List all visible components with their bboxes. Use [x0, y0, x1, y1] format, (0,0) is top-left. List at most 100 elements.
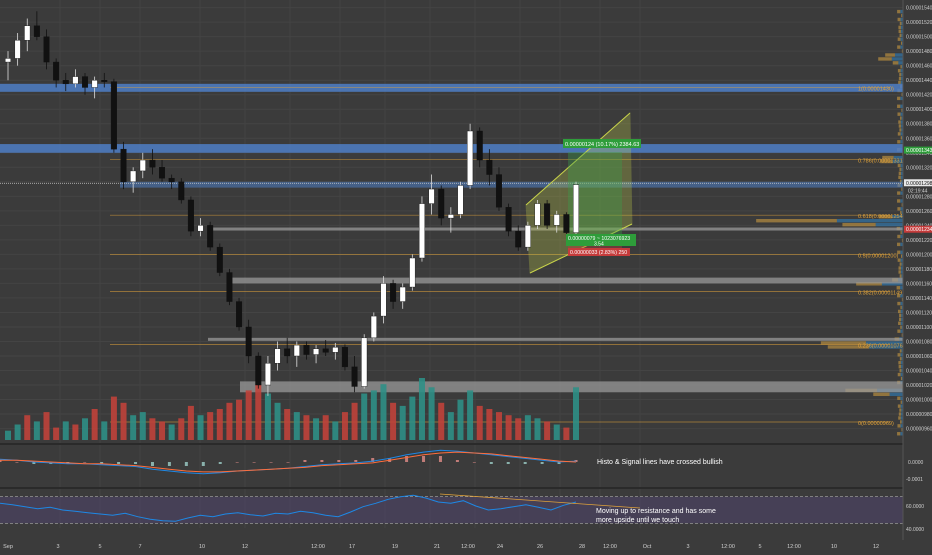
time-tick-label: 17	[349, 544, 355, 550]
price-tick-label: 0.00001080	[906, 339, 932, 345]
profile-bar-up	[897, 424, 900, 427]
profile-bar-up	[899, 314, 901, 317]
volume-bar	[342, 412, 348, 440]
profile-bar-up	[885, 53, 895, 56]
candle-body	[92, 80, 98, 87]
profile-bar-up	[898, 38, 901, 41]
profile-bar-up	[900, 65, 901, 68]
profile-bar-up	[900, 420, 902, 423]
volume-bar	[5, 431, 11, 440]
last-price-label: 0.00001298	[906, 181, 932, 187]
volume-bar	[92, 409, 98, 440]
macd-histogram-bar	[117, 462, 120, 464]
profile-bar-up	[756, 219, 837, 222]
profile-bar-up	[900, 349, 902, 352]
profile-bar-up	[901, 400, 902, 403]
volume-bar	[380, 384, 386, 440]
price-tick-label: 0.00001480	[906, 49, 932, 55]
volume-bar	[457, 400, 463, 440]
profile-bar-up	[900, 306, 901, 309]
profile-bar-up	[898, 176, 901, 179]
volume-bar	[169, 425, 175, 441]
profile-bar-down	[892, 57, 903, 60]
volume-bar	[111, 397, 117, 440]
profile-bar-up	[898, 404, 901, 407]
profile-bar-up	[873, 393, 889, 396]
volume-bar	[477, 406, 483, 440]
profile-bar-up	[900, 326, 902, 329]
price-tick-label: 0.00001160	[906, 281, 932, 287]
candle-body	[265, 363, 271, 385]
volume-bar	[332, 421, 338, 440]
profile-bar-up	[900, 262, 902, 265]
price-tick-label: 0.00001020	[906, 383, 932, 389]
time-tick-label: Sep	[3, 544, 13, 550]
volume-bar	[371, 390, 377, 440]
candle-body	[256, 356, 262, 385]
volume-bar	[236, 400, 242, 440]
profile-bar-up	[897, 10, 900, 13]
volume-bar	[53, 428, 59, 440]
candle-body	[381, 283, 387, 316]
candle-body	[304, 345, 310, 354]
measure-mid-label2: 3.54	[594, 242, 604, 248]
candle-body	[217, 247, 223, 272]
profile-bar-up	[899, 73, 901, 76]
profile-bar-up	[899, 168, 901, 171]
volume-bar	[429, 387, 435, 440]
candle-body	[198, 225, 204, 231]
profile-bar-up	[898, 322, 901, 325]
profile-bar-up	[901, 428, 902, 431]
macd-histogram-bar	[202, 462, 205, 466]
volume-bar	[226, 403, 232, 440]
candle-body	[438, 189, 444, 218]
red-price-label: 0.00001234	[906, 227, 932, 233]
rsi-annotation: more upside until we touch	[596, 517, 679, 524]
candle-body	[294, 345, 300, 356]
time-tick-label: 7	[138, 544, 141, 550]
candle-body	[101, 80, 107, 81]
fib-label: 0.382(0.00001149)	[858, 290, 904, 296]
volume-bar	[140, 412, 146, 440]
price-tick-label: 0.00001120	[906, 310, 932, 316]
price-tick-label: 0.00000980	[906, 412, 932, 418]
profile-bar-up	[902, 49, 903, 52]
price-tick-label: 0.00001280	[906, 194, 932, 200]
candle-body	[207, 225, 213, 247]
volume-bar	[265, 394, 271, 441]
macd-tick-label: -0.0001	[906, 477, 923, 483]
profile-bar-up	[899, 365, 901, 368]
price-axis[interactable]: 0.000015400.000015200.000015000.00001480…	[903, 0, 932, 550]
profile-bar-up	[897, 191, 900, 194]
time-tick-label: 26	[537, 544, 543, 550]
candle-body	[5, 58, 11, 62]
macd-histogram-bar	[236, 462, 239, 463]
time-tick-label: 5	[98, 544, 101, 550]
candle-body	[448, 214, 454, 218]
candle-body	[313, 349, 319, 355]
price-tick-label: 0.00001000	[906, 398, 932, 404]
candle-body	[506, 207, 512, 231]
candle-body	[544, 204, 550, 226]
volume-bar	[486, 409, 492, 440]
candle-body	[564, 214, 570, 232]
fib-label: 0.786(0.00001331)	[858, 158, 905, 164]
candle-body	[535, 204, 541, 226]
profile-bar-up	[899, 408, 901, 411]
profile-bar-up	[899, 412, 901, 415]
rsi-tick-label: 60.0000	[906, 504, 924, 510]
profile-bar-up	[900, 274, 902, 277]
volume-bar	[467, 390, 473, 440]
price-tick-label: 0.00001220	[906, 238, 932, 244]
candle-body	[371, 316, 377, 338]
support-zone	[208, 338, 903, 341]
macd-histogram-bar	[354, 460, 357, 462]
candle-body	[573, 185, 579, 233]
time-tick-label: 24	[497, 544, 503, 550]
time-tick-label: 3	[686, 544, 689, 550]
macd-histogram-bar	[456, 460, 459, 462]
volume-bar	[419, 378, 425, 440]
candle-body	[111, 82, 117, 149]
